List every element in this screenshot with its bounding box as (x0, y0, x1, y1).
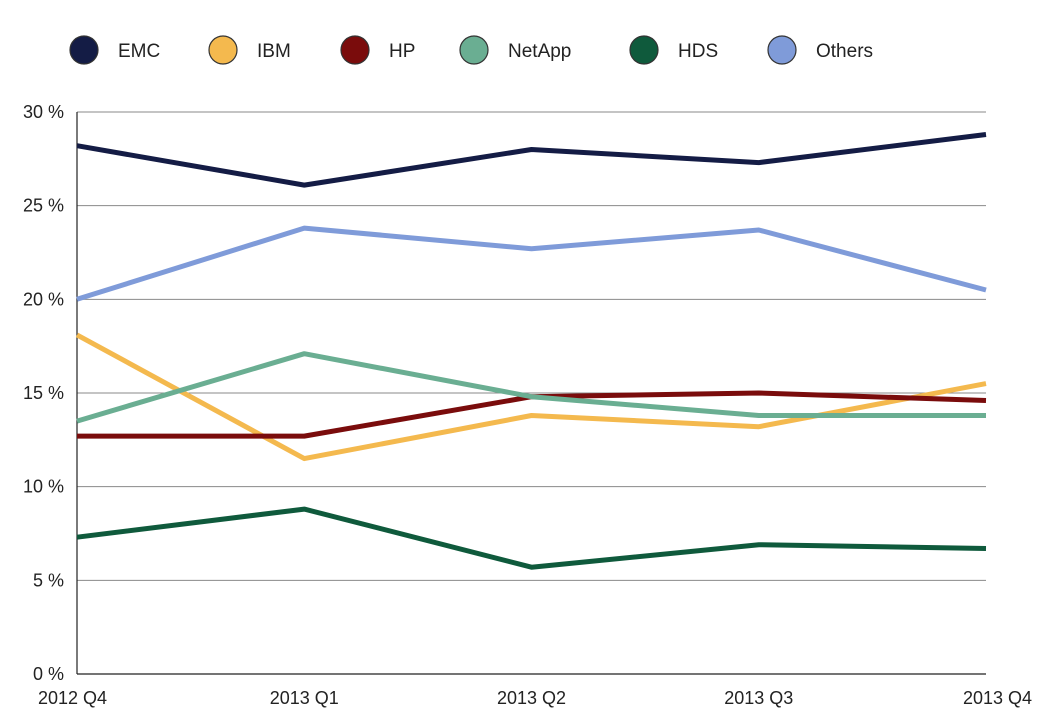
legend-marker-hp (341, 36, 369, 64)
y-tick-label: 0 % (33, 664, 64, 684)
legend-label-netapp: NetApp (508, 41, 571, 62)
legend: EMC IBM HP NetApp HDS Others (70, 36, 873, 64)
x-axis-tick-labels: 2012 Q4 2013 Q1 2013 Q2 2013 Q3 2013 Q4 (38, 688, 1032, 708)
y-tick-label: 15 % (23, 383, 64, 403)
x-tick-label: 2013 Q4 (963, 688, 1032, 708)
x-tick-label: 2012 Q4 (38, 688, 107, 708)
legend-marker-others (768, 36, 796, 64)
gridlines (77, 112, 986, 580)
legend-label-hds: HDS (678, 41, 718, 62)
series-lines (77, 134, 986, 567)
y-tick-label: 5 % (33, 570, 64, 590)
series-line-others (77, 228, 986, 299)
y-tick-label: 30 % (23, 102, 64, 122)
legend-label-others: Others (816, 41, 873, 62)
series-line-emc (77, 135, 986, 186)
legend-label-hp: HP (389, 41, 415, 62)
y-tick-label: 10 % (23, 477, 64, 497)
legend-label-emc: EMC (118, 41, 160, 62)
legend-marker-netapp (460, 36, 488, 64)
x-tick-label: 2013 Q2 (497, 688, 566, 708)
legend-label-ibm: IBM (257, 41, 291, 62)
legend-marker-hds (630, 36, 658, 64)
y-tick-label: 20 % (23, 289, 64, 309)
x-tick-label: 2013 Q1 (270, 688, 339, 708)
series-line-hds (77, 509, 986, 567)
x-tick-label: 2013 Q3 (724, 688, 793, 708)
legend-marker-ibm (209, 36, 237, 64)
y-tick-label: 25 % (23, 196, 64, 216)
y-axis-tick-labels: 0 % 5 % 10 % 15 % 20 % 25 % 30 % (23, 102, 64, 684)
legend-marker-emc (70, 36, 98, 64)
